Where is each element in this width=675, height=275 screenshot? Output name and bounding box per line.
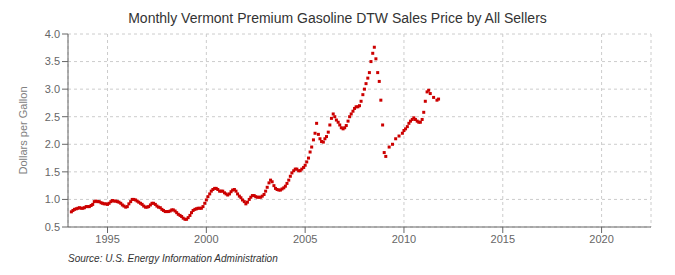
svg-text:1.5: 1.5: [45, 166, 60, 178]
svg-text:Dollars per Gallon: Dollars per Gallon: [17, 86, 29, 174]
svg-text:2005: 2005: [293, 233, 317, 245]
svg-text:1.0: 1.0: [45, 193, 60, 205]
svg-text:1995: 1995: [95, 233, 119, 245]
svg-text:2010: 2010: [392, 233, 416, 245]
svg-text:3.5: 3.5: [45, 55, 60, 67]
svg-text:2.0: 2.0: [45, 138, 60, 150]
svg-text:2000: 2000: [194, 233, 218, 245]
svg-text:0.5: 0.5: [45, 221, 60, 233]
svg-text:3.0: 3.0: [45, 83, 60, 95]
svg-text:2020: 2020: [589, 233, 613, 245]
html-text:Monthly Vermont Premium Gasoli: Monthly Vermont Premium Gasoline DTW Sal…: [128, 10, 547, 26]
svg-text:2015: 2015: [491, 233, 515, 245]
svg-text:4.0: 4.0: [45, 28, 60, 40]
svg-text:2.5: 2.5: [45, 111, 60, 123]
html-text:Source: U.S. Energy Informatio: Source: U.S. Energy Information Administ…: [68, 253, 278, 264]
